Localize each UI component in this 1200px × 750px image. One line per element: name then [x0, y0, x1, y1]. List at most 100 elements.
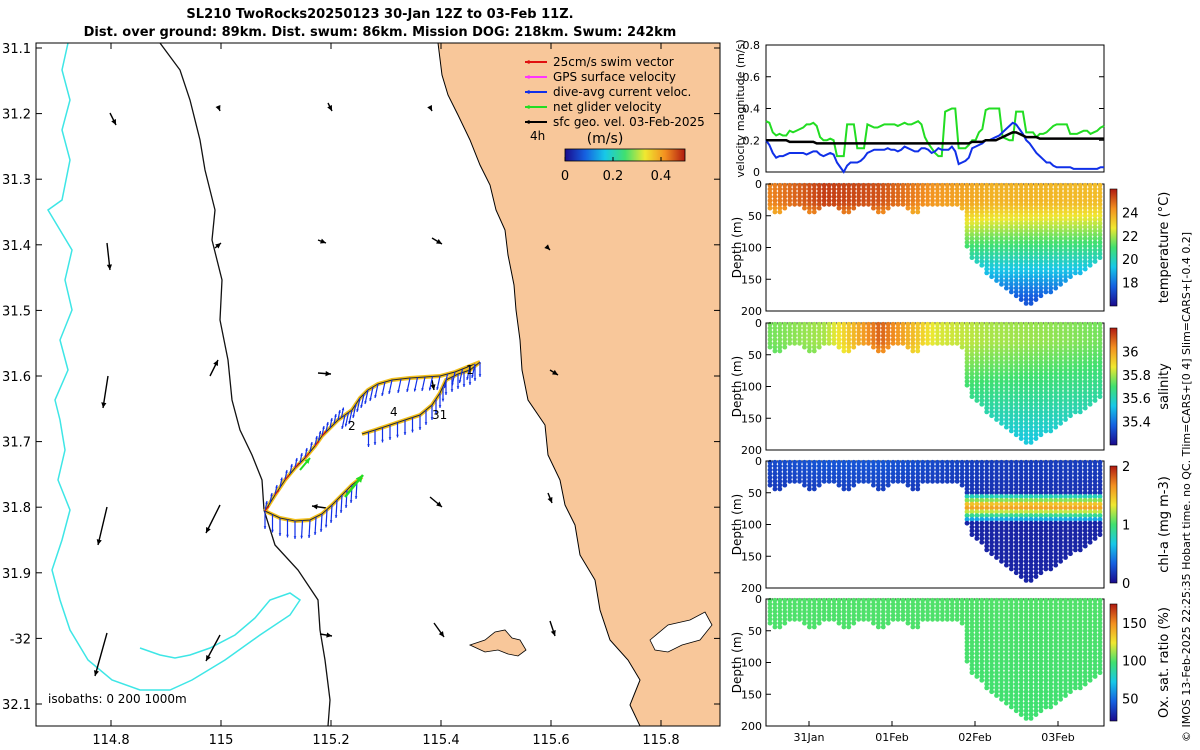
- section-data-point: [1063, 251, 1068, 257]
- section-data-point: [925, 605, 931, 611]
- section-data-point: [1058, 337, 1063, 342]
- section-data-point: [1043, 259, 1049, 264]
- section-data-point: [1077, 390, 1083, 396]
- section-data-point: [1068, 375, 1073, 381]
- section-data-point: [905, 205, 911, 211]
- section-data-point: [1004, 337, 1009, 342]
- section-ytick-label: 100: [741, 519, 762, 532]
- section-data-point: [979, 340, 985, 346]
- section-data-point: [1068, 463, 1073, 469]
- section-data-point: [1068, 213, 1073, 219]
- section-data-point: [999, 677, 1004, 683]
- section-data-point: [1092, 658, 1098, 664]
- section-data-point: [935, 186, 940, 192]
- section-data-point: [1038, 356, 1044, 361]
- section-data-point: [1004, 616, 1009, 622]
- section-data-point: [1082, 478, 1088, 484]
- section-data-point: [1043, 375, 1049, 381]
- section-data-point: [1043, 670, 1049, 676]
- section-data-point: [1008, 467, 1014, 473]
- section-data-point: [1097, 513, 1103, 519]
- section-data-point: [1072, 547, 1078, 553]
- section-data-point: [1013, 379, 1019, 384]
- section-data-point: [1058, 494, 1063, 499]
- section-data-point: [851, 201, 857, 207]
- section-data-point: [974, 186, 980, 192]
- section-data-point: [1048, 520, 1054, 526]
- section-data-point: [1038, 270, 1044, 276]
- section-data-point: [841, 333, 847, 339]
- section-data-point: [969, 186, 975, 192]
- geo-velocity-arrow-head: [436, 238, 442, 244]
- section-data-point: [1063, 513, 1068, 519]
- dive-avg-current-vector-head: [403, 432, 407, 435]
- section-data-point: [999, 394, 1004, 400]
- section-data-point: [1077, 382, 1083, 388]
- section-data-point: [846, 478, 852, 484]
- section-data-point: [1018, 417, 1024, 422]
- section-data-point: [1068, 501, 1073, 507]
- velocity-ytick-label: 0: [753, 166, 760, 179]
- section-data-point: [1023, 478, 1029, 484]
- section-data-point: [1077, 262, 1083, 268]
- section-data-point: [994, 382, 999, 388]
- section-data-point: [925, 201, 931, 207]
- section-data-point: [1023, 494, 1029, 499]
- section-data-point: [811, 486, 817, 492]
- section-data-point: [974, 524, 980, 530]
- section-data-point: [1082, 509, 1088, 515]
- section-data-point: [1048, 337, 1054, 342]
- section-data-point: [1087, 497, 1093, 503]
- section-data-point: [1043, 281, 1049, 287]
- section-data-point: [959, 321, 965, 327]
- section-data-point: [1043, 677, 1049, 683]
- section-data-point: [1008, 555, 1014, 560]
- section-data-point: [1028, 344, 1034, 350]
- section-data-point: [974, 616, 980, 622]
- section-data-point: [1058, 551, 1063, 557]
- section-data-point: [1097, 333, 1103, 339]
- section-data-point: [772, 333, 778, 339]
- section-data-point: [994, 278, 999, 283]
- section-data-point: [1008, 259, 1014, 264]
- section-data-point: [1053, 281, 1059, 287]
- section-data-point: [811, 190, 817, 196]
- section-data-point: [999, 666, 1004, 672]
- section-ylabel: Depth (m): [730, 217, 744, 278]
- section-data-point: [969, 497, 975, 503]
- section-data-point: [1033, 413, 1039, 419]
- section-data-point: [1063, 401, 1068, 407]
- section-data-point: [836, 201, 842, 207]
- section-data-point: [1033, 213, 1039, 219]
- section-data-point: [1018, 420, 1024, 426]
- section-data-point: [871, 329, 876, 335]
- section-data-point: [1048, 475, 1054, 480]
- section-data-point: [1038, 613, 1044, 618]
- section-data-point: [1004, 490, 1009, 496]
- section-data-point: [1097, 609, 1103, 615]
- section-data-point: [1028, 194, 1034, 200]
- section-data-point: [1077, 205, 1083, 211]
- section-data-point: [826, 475, 832, 480]
- section-data-point: [1033, 674, 1039, 679]
- section-data-point: [1053, 321, 1059, 327]
- section-data-point: [969, 632, 975, 637]
- section-data-point: [1008, 289, 1014, 295]
- section-data-point: [1058, 325, 1063, 331]
- section-data-point: [861, 605, 866, 611]
- section-data-point: [797, 597, 802, 603]
- section-data-point: [974, 605, 980, 611]
- dive-avg-current-vector-head: [344, 505, 348, 508]
- section-data-point: [1053, 262, 1059, 268]
- section-colorbar: [1109, 188, 1118, 307]
- section-data-point: [1023, 274, 1029, 280]
- section-data-point: [1033, 375, 1039, 381]
- section-data-point: [1053, 501, 1059, 507]
- section-data-point: [1033, 700, 1039, 706]
- section-data-point: [1063, 405, 1068, 411]
- dive-avg-current-vector-head: [334, 414, 337, 417]
- section-data-point: [1013, 228, 1019, 234]
- section-data-point: [807, 201, 812, 207]
- section-data-point: [1077, 220, 1083, 226]
- section-data-point: [861, 609, 866, 615]
